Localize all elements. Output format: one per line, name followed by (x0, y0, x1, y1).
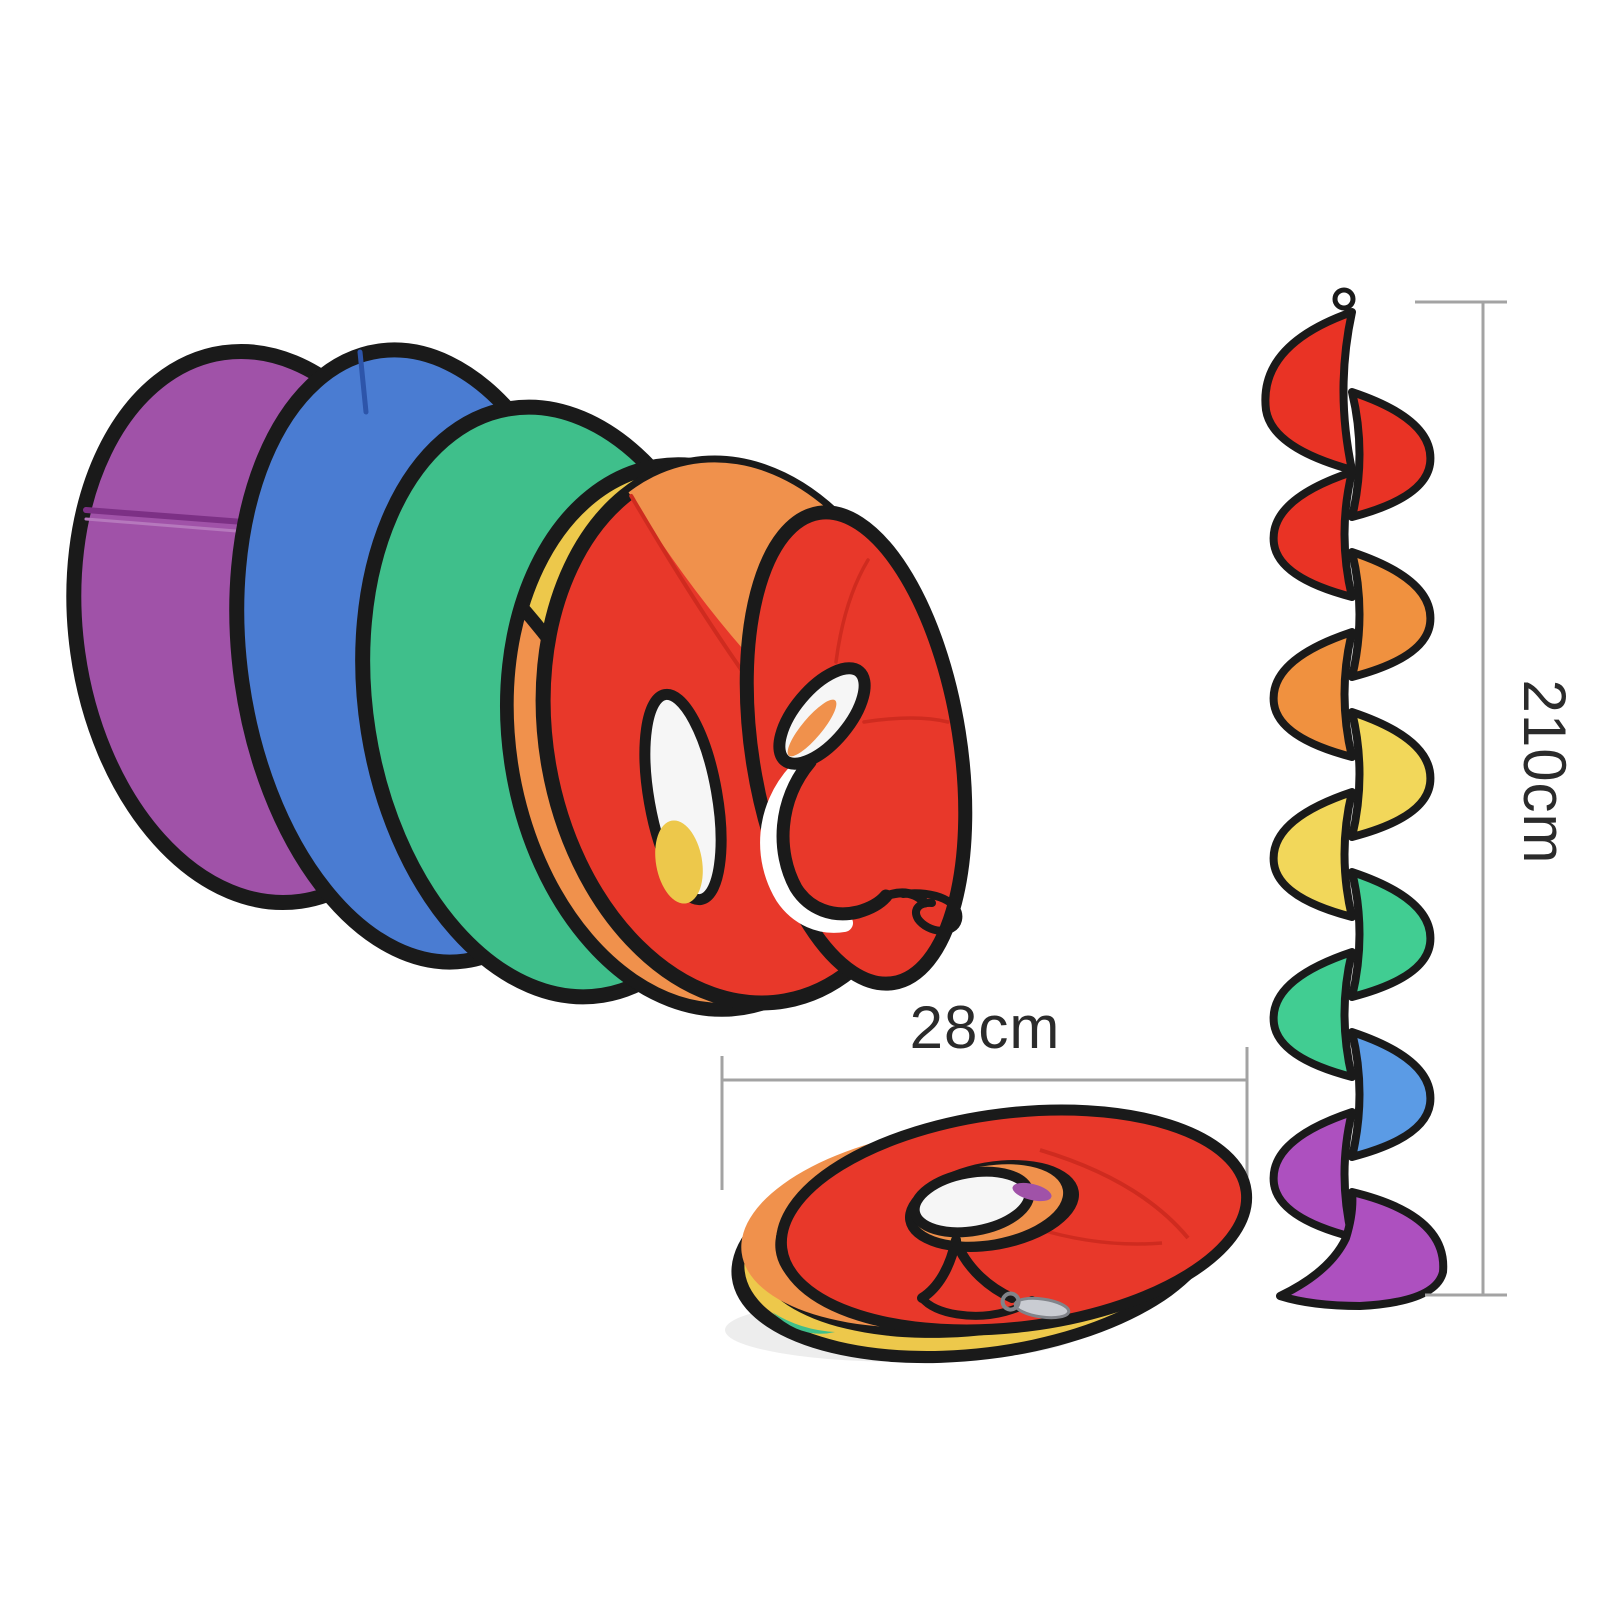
hang-sail-green-1 (1348, 868, 1435, 1001)
strap-clip (1000, 1291, 1071, 1320)
front-disc-seam-1 (834, 558, 870, 664)
hanging-strap-loop (881, 888, 963, 935)
front-disc-seam-2 (862, 716, 950, 724)
hang-sail-orange-2 (1269, 628, 1356, 761)
expanded-spiral-windsock (66, 342, 973, 1017)
hanging-ring-icon (1332, 287, 1356, 311)
hang-sail-purple-1 (1269, 1108, 1356, 1241)
inner-disc-hole-yellow (655, 820, 703, 904)
dimension-width: 28cm (720, 994, 1249, 1192)
hang-sail-yellow-1 (1348, 708, 1435, 841)
hang-sail-red-1 (1261, 308, 1356, 474)
folded-hole-purple-sliver (1012, 1182, 1052, 1202)
hang-sail-purple-2 (1276, 1188, 1448, 1310)
blue-seam (357, 349, 369, 415)
dimension-length: 210cm (1415, 300, 1578, 1297)
dimension-width-label: 28cm (910, 994, 1061, 1061)
spiral-disc-red-front (739, 505, 973, 991)
front-disc-hole-orange-sliver (787, 699, 837, 757)
hang-sail-red-2 (1348, 388, 1435, 521)
hang-sail-yellow-2 (1269, 788, 1356, 921)
folded-top-seam-2 (1034, 1226, 1163, 1246)
dimension-length-label: 210cm (1511, 679, 1578, 864)
hang-sail-blue (1348, 1028, 1435, 1161)
folded-disc-stack (725, 1104, 1253, 1364)
folded-layer-green-sliver (772, 1312, 835, 1334)
hang-sail-orange-1 (1348, 548, 1435, 681)
folded-top-seam-1 (1039, 1148, 1190, 1240)
hang-sail-green-2 (1269, 948, 1356, 1081)
hang-sail-red-3 (1269, 468, 1356, 601)
spiral-cut-binding (776, 755, 893, 921)
spiral-cut-gap (760, 763, 853, 933)
hanging-spiral (1261, 287, 1448, 1310)
